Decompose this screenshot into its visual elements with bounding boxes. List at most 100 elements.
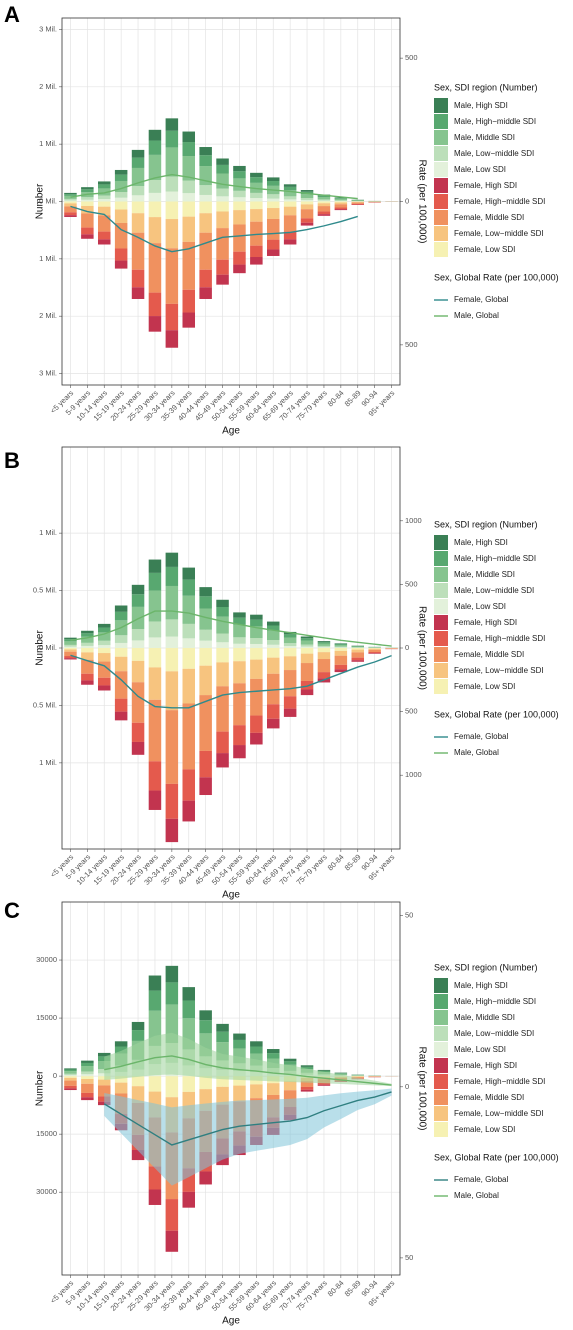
bar-segment bbox=[266, 1053, 280, 1059]
legend-swatch bbox=[434, 1010, 448, 1025]
bar-segment bbox=[233, 648, 246, 662]
bar-segment bbox=[250, 626, 263, 639]
legend-swatch bbox=[434, 1122, 448, 1137]
bar-segment bbox=[148, 1076, 162, 1092]
bar-segment bbox=[199, 201, 212, 214]
y2-axis-title: Rate (per 100,000) bbox=[416, 160, 427, 244]
bar-segment bbox=[266, 208, 280, 219]
bar-segment bbox=[131, 1076, 145, 1087]
bar-segment bbox=[233, 643, 246, 648]
bar-segment bbox=[300, 636, 314, 639]
bar-segment bbox=[64, 194, 77, 196]
bar-segment bbox=[165, 330, 179, 348]
bar-segment bbox=[250, 221, 263, 246]
bar-segment bbox=[283, 696, 297, 709]
bar-segment bbox=[114, 605, 128, 612]
legend-swatch bbox=[434, 162, 448, 177]
bar-segment bbox=[131, 682, 145, 723]
bar-segment bbox=[182, 156, 196, 181]
legend-label: Male, Low SDI bbox=[454, 602, 506, 611]
legend-title: Sex, Global Rate (per 100,000) bbox=[434, 272, 559, 282]
y2-tick-label: 1000 bbox=[405, 770, 422, 779]
legend-swatch bbox=[434, 551, 448, 566]
bar-segment bbox=[97, 685, 111, 691]
legend-swatch bbox=[434, 98, 448, 113]
bar-segment bbox=[131, 201, 145, 214]
bar-segment bbox=[300, 198, 314, 201]
bar-segment bbox=[199, 665, 212, 696]
bar-segment bbox=[216, 1031, 229, 1043]
bar-segment bbox=[165, 783, 179, 819]
bar-segment bbox=[148, 637, 162, 648]
bar-segment bbox=[148, 761, 162, 791]
bar-segment bbox=[216, 731, 229, 754]
legend-label: Male, Global bbox=[454, 1191, 499, 1200]
bar-segment bbox=[64, 192, 77, 195]
bar-segment bbox=[266, 625, 280, 631]
y-tick-label: 0.5 Mil. bbox=[33, 586, 57, 595]
bar-segment bbox=[283, 231, 297, 240]
y2-axis-title: Rate (per 100,000) bbox=[416, 1047, 427, 1131]
bar-segment bbox=[368, 649, 381, 653]
bar-segment bbox=[148, 179, 162, 193]
y2-tick-label: 500 bbox=[405, 340, 418, 349]
bar-segment bbox=[165, 566, 179, 586]
bar-segment bbox=[351, 1075, 365, 1076]
bar-segment bbox=[250, 648, 263, 660]
bar-segment bbox=[114, 698, 128, 712]
bar-segment bbox=[114, 1082, 128, 1094]
bar-segment bbox=[266, 1083, 280, 1095]
y-tick-label: 15000 bbox=[36, 1013, 57, 1022]
bar-segment bbox=[182, 638, 196, 648]
bar-segment bbox=[266, 239, 280, 250]
bar-segment bbox=[182, 193, 196, 202]
bar-segment bbox=[131, 648, 145, 661]
bar-segment bbox=[81, 645, 94, 648]
bar-segment bbox=[165, 191, 179, 202]
bar-segment bbox=[114, 648, 128, 657]
bar-segment bbox=[317, 199, 331, 201]
bar-segment bbox=[182, 579, 196, 596]
bar-segment bbox=[283, 708, 297, 717]
legend-swatch bbox=[434, 210, 448, 225]
legend-swatch bbox=[434, 1106, 448, 1121]
bar-segment bbox=[114, 1076, 128, 1083]
bar-segment bbox=[97, 1079, 111, 1086]
bar-segment bbox=[182, 668, 196, 704]
legend-label: Male, High SDI bbox=[454, 981, 508, 990]
bar-segment bbox=[114, 260, 128, 269]
bar-segment bbox=[266, 201, 280, 209]
bar-segment bbox=[64, 198, 77, 201]
bar-segment bbox=[114, 1041, 128, 1047]
panel-label: C bbox=[4, 898, 20, 923]
bar-segment bbox=[199, 1010, 212, 1021]
bar-segment bbox=[165, 1230, 179, 1252]
legend-label: Female, Low−middle SDI bbox=[454, 229, 544, 238]
bar-segment bbox=[131, 149, 145, 158]
bar-segment bbox=[182, 1191, 196, 1208]
bar-segment bbox=[233, 617, 246, 625]
bar-segment bbox=[64, 649, 77, 652]
bar-segment bbox=[97, 640, 111, 646]
bar-segment bbox=[250, 643, 263, 648]
bar-segment bbox=[300, 640, 314, 645]
bar-segment bbox=[334, 1073, 348, 1076]
bar-segment bbox=[81, 1062, 94, 1067]
bar-segment bbox=[233, 725, 246, 746]
y-tick-label: 15000 bbox=[36, 1129, 57, 1138]
bar-segment bbox=[300, 689, 314, 696]
bar-segment bbox=[148, 572, 162, 591]
bar-segment bbox=[199, 648, 212, 666]
bar-segment bbox=[81, 199, 94, 202]
bar-segment bbox=[216, 259, 229, 275]
bar-segment bbox=[283, 190, 297, 197]
bar-segment bbox=[131, 594, 145, 607]
bar-segment bbox=[165, 303, 179, 331]
bar-segment bbox=[64, 212, 77, 216]
bar-segment bbox=[81, 652, 94, 660]
bar-segment bbox=[283, 648, 297, 657]
bar-segment bbox=[148, 292, 162, 317]
y2-tick-label: 500 bbox=[405, 53, 418, 62]
bar-segment bbox=[351, 1077, 365, 1079]
bar-segment bbox=[283, 206, 297, 216]
